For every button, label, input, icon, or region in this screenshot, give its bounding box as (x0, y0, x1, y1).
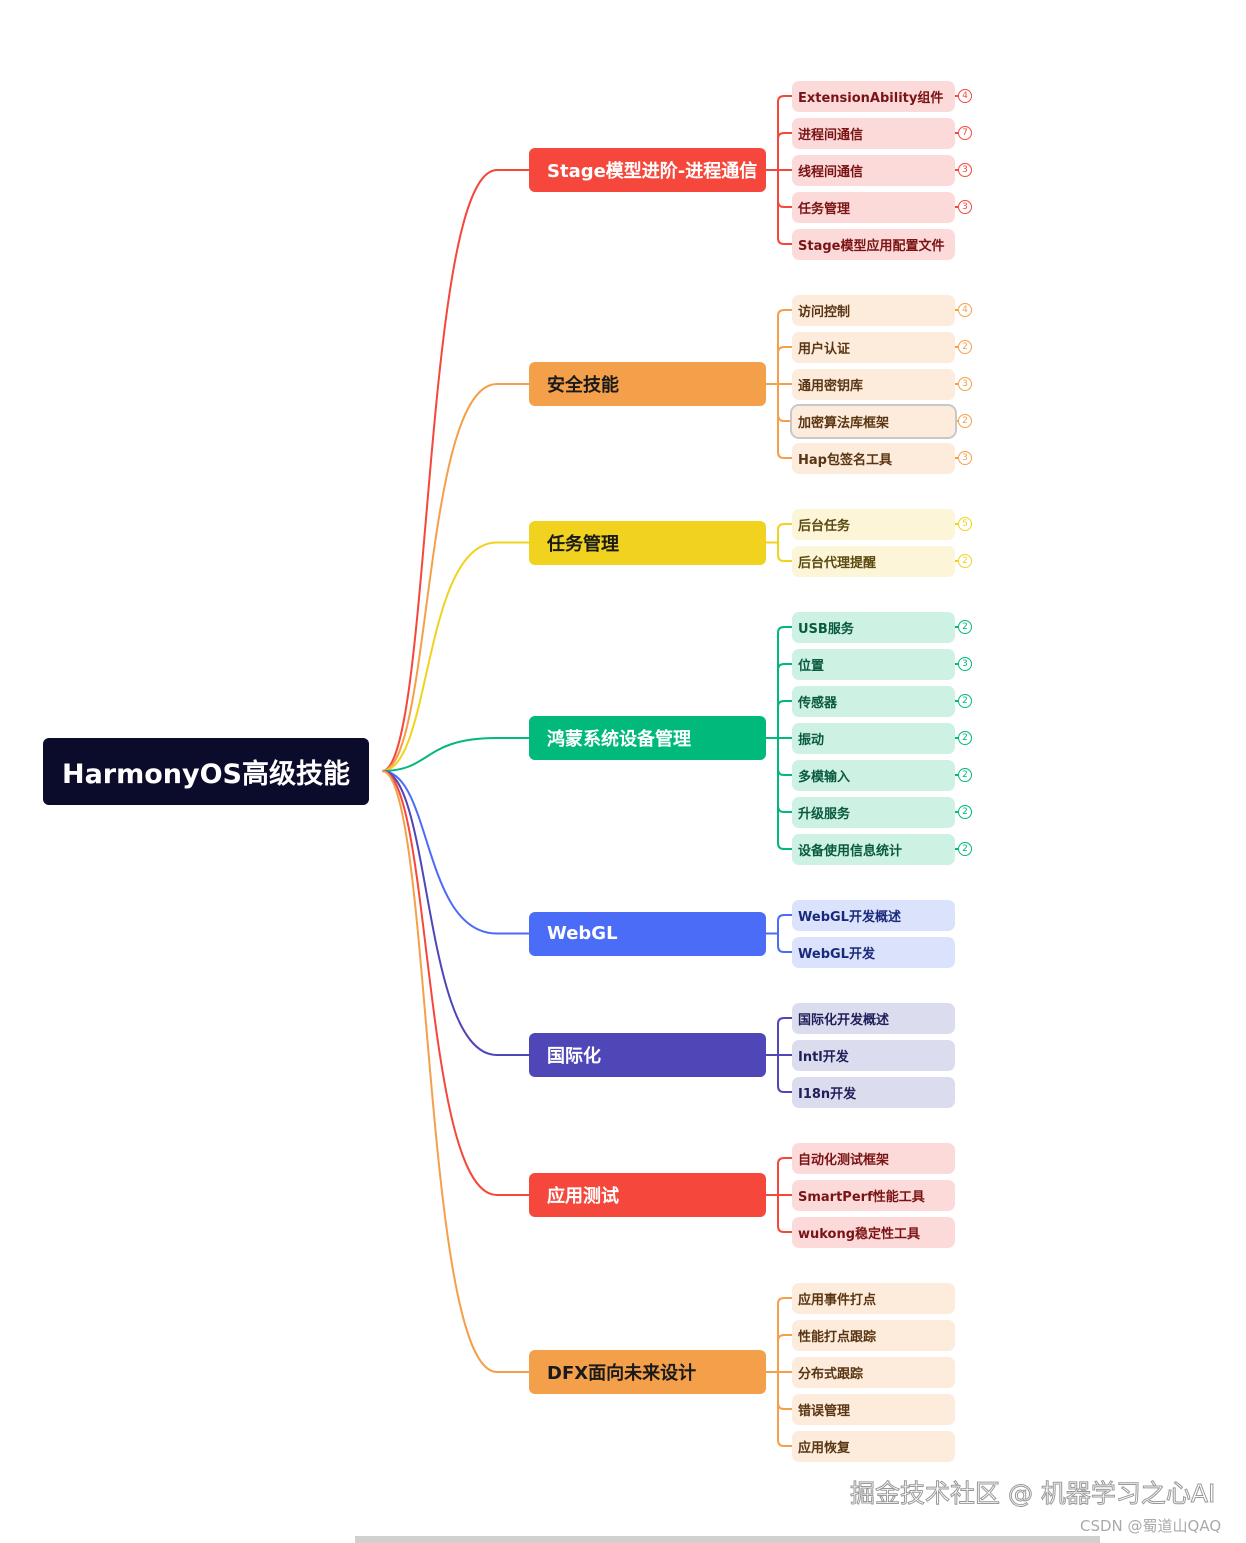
leaf-node[interactable]: WebGL开发 (792, 937, 955, 968)
leaf-connector (777, 384, 792, 422)
collapsed-count-badge[interactable]: 3 (958, 451, 972, 465)
leaf-connector (777, 542, 792, 562)
leaf-node[interactable]: Hap包签名工具 (792, 443, 955, 474)
leaf-connector (777, 663, 792, 738)
leaf-node[interactable]: 自动化测试框架 (792, 1143, 955, 1174)
leaf-node[interactable]: 线程间通信 (792, 155, 955, 186)
leaf-node[interactable]: 传感器 (792, 686, 955, 717)
leaf-node[interactable]: 多模输入 (792, 760, 955, 791)
leaf-connector (777, 1297, 792, 1372)
leaf-connector (777, 738, 792, 850)
collapsed-count-badge[interactable]: 7 (958, 126, 972, 140)
leaf-connector (777, 914, 792, 934)
leaf-connector (777, 384, 792, 459)
leaf-connector (777, 1157, 792, 1195)
leaf-node[interactable]: 加密算法库框架 (790, 404, 957, 439)
collapsed-count-badge[interactable]: 2 (958, 414, 972, 428)
leaf-connector (777, 132, 792, 170)
leaf-node[interactable]: ExtensionAbility组件 (792, 81, 955, 112)
branch-connector (381, 541, 529, 772)
branch-node[interactable]: 任务管理 (529, 520, 766, 565)
leaf-node[interactable]: I18n开发 (792, 1077, 955, 1108)
leaf-node[interactable]: 错误管理 (792, 1394, 955, 1425)
leaf-connector (777, 1017, 792, 1055)
leaf-node[interactable]: wukong稳定性工具 (792, 1217, 955, 1248)
branch-node[interactable]: 国际化 (529, 1033, 766, 1077)
leaf-node[interactable]: Intl开发 (792, 1040, 955, 1071)
collapsed-count-badge[interactable]: 2 (958, 768, 972, 782)
branch-connector (381, 169, 529, 772)
branch-node[interactable]: 鸿蒙系统设备管理 (529, 716, 766, 760)
branch-connector (381, 770, 529, 1196)
leaf-node[interactable]: 应用事件打点 (792, 1283, 955, 1314)
leaf-node[interactable]: 振动 (792, 723, 955, 754)
leaf-node[interactable]: 进程间通信 (792, 118, 955, 149)
leaf-connector (777, 700, 792, 738)
collapsed-count-badge[interactable]: 3 (958, 657, 972, 671)
collapsed-count-badge[interactable]: 2 (958, 805, 972, 819)
collapsed-count-badge[interactable]: 5 (958, 517, 972, 531)
branch-node[interactable]: WebGL (529, 911, 766, 956)
credit-text: CSDN @蜀道山QAQ (1080, 1517, 1222, 1535)
leaf-node[interactable]: 升级服务 (792, 797, 955, 828)
collapsed-count-badge[interactable]: 2 (958, 731, 972, 745)
collapsed-count-badge[interactable]: 2 (958, 842, 972, 856)
collapsed-count-badge[interactable]: 2 (958, 340, 972, 354)
leaf-connector (777, 1372, 792, 1410)
branch-node[interactable]: 安全技能 (529, 362, 766, 406)
leaf-connector (777, 1055, 792, 1093)
leaf-node[interactable]: 用户认证 (792, 332, 955, 363)
branch-connector (381, 737, 529, 772)
leaf-node[interactable]: 访问控制 (792, 295, 955, 326)
collapsed-count-badge[interactable]: 3 (958, 200, 972, 214)
branch-connector (381, 383, 529, 772)
leaf-node[interactable]: 应用恢复 (792, 1431, 955, 1462)
leaf-connector (777, 1372, 792, 1447)
leaf-node[interactable]: 后台代理提醒 (792, 546, 955, 577)
leaf-node[interactable]: USB服务 (792, 612, 955, 643)
leaf-connector (777, 626, 792, 738)
leaf-node[interactable]: 设备使用信息统计 (792, 834, 955, 865)
watermark: 掘金技术社区 @ 机器学习之心AI (849, 1479, 1216, 1509)
leaf-connector (777, 933, 792, 953)
leaf-node[interactable]: 通用密钥库 (792, 369, 955, 400)
leaf-node[interactable]: 任务管理 (792, 192, 955, 223)
leaf-node[interactable]: 性能打点跟踪 (792, 1320, 955, 1351)
leaf-connector (777, 738, 792, 776)
leaf-node[interactable]: WebGL开发概述 (792, 900, 955, 931)
branch-node[interactable]: Stage模型进阶-进程通信 (529, 148, 766, 192)
leaf-connector (777, 170, 792, 245)
leaf-connector (777, 346, 792, 384)
leaf-connector (777, 1195, 792, 1233)
branch-connector (381, 770, 529, 1056)
leaf-node[interactable]: 后台任务 (792, 509, 955, 540)
root-node[interactable]: HarmonyOS高级技能 (43, 738, 369, 805)
leaf-node[interactable]: 分布式跟踪 (792, 1357, 955, 1388)
leaf-connector (777, 170, 792, 208)
collapsed-count-badge[interactable]: 3 (958, 377, 972, 391)
leaf-connector (777, 1334, 792, 1372)
collapsed-count-badge[interactable]: 4 (958, 303, 972, 317)
collapsed-count-badge[interactable]: 2 (958, 620, 972, 634)
leaf-node[interactable]: Stage模型应用配置文件 (792, 229, 955, 260)
collapsed-count-badge[interactable]: 2 (958, 694, 972, 708)
leaf-node[interactable]: 国际化开发概述 (792, 1003, 955, 1034)
leaf-connector (777, 309, 792, 384)
leaf-connector (777, 523, 792, 543)
collapsed-count-badge[interactable]: 4 (958, 89, 972, 103)
branch-node[interactable]: DFX面向未来设计 (529, 1350, 766, 1394)
leaf-node[interactable]: SmartPerf性能工具 (792, 1180, 955, 1211)
leaf-node[interactable]: 位置 (792, 649, 955, 680)
collapsed-count-badge[interactable]: 2 (958, 554, 972, 568)
leaf-connector (777, 95, 792, 170)
branch-connector (381, 770, 529, 1373)
branch-node[interactable]: 应用测试 (529, 1173, 766, 1217)
branch-connector (381, 770, 529, 935)
horizontal-scrollbar[interactable] (355, 1536, 1100, 1543)
collapsed-count-badge[interactable]: 3 (958, 163, 972, 177)
